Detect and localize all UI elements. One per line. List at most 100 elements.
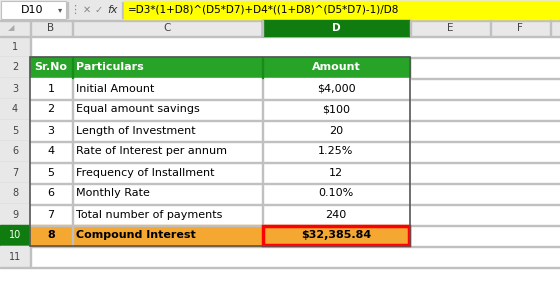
Bar — [0, 204, 30, 225]
Bar — [490, 20, 491, 36]
Bar — [550, 20, 551, 36]
Text: 1: 1 — [48, 83, 54, 94]
Text: Rate of Interest per annum: Rate of Interest per annum — [76, 147, 227, 157]
Bar — [410, 20, 411, 36]
Text: 1.25%: 1.25% — [318, 147, 354, 157]
Bar — [262, 204, 263, 225]
Text: 0.10%: 0.10% — [319, 189, 353, 199]
Bar — [262, 141, 263, 162]
Bar — [30, 246, 560, 267]
Bar — [30, 225, 560, 246]
Text: 6: 6 — [48, 189, 54, 199]
Text: $100: $100 — [322, 104, 350, 115]
Bar — [30, 36, 31, 267]
Text: 10: 10 — [9, 231, 21, 240]
Text: 20: 20 — [329, 126, 343, 136]
Text: 5: 5 — [12, 126, 18, 136]
Bar — [72, 78, 73, 99]
Bar — [0, 20, 560, 36]
Bar — [72, 162, 73, 183]
Bar — [262, 57, 263, 78]
Bar — [262, 20, 263, 36]
Text: ✓: ✓ — [95, 5, 103, 15]
Bar — [0, 78, 30, 99]
Text: D: D — [332, 23, 340, 33]
Text: Frequency of Installment: Frequency of Installment — [76, 168, 214, 178]
Bar — [0, 162, 30, 183]
Bar — [0, 183, 30, 204]
Text: Total number of payments: Total number of payments — [76, 210, 222, 220]
Bar — [30, 225, 410, 226]
Bar — [72, 141, 73, 162]
Text: 4: 4 — [48, 147, 54, 157]
Text: 4: 4 — [12, 104, 18, 115]
Text: 8: 8 — [12, 189, 18, 199]
Bar — [0, 20, 560, 21]
Bar — [30, 225, 410, 246]
Bar — [30, 99, 410, 120]
Bar — [262, 99, 263, 120]
Text: ◢: ◢ — [8, 23, 14, 33]
Bar — [30, 183, 560, 204]
Text: 3: 3 — [48, 126, 54, 136]
Bar — [30, 120, 560, 141]
Bar — [72, 99, 73, 120]
Text: B: B — [48, 23, 54, 33]
Text: 6: 6 — [12, 147, 18, 157]
Text: $4,000: $4,000 — [317, 83, 355, 94]
Bar — [30, 99, 410, 100]
Bar — [30, 20, 31, 36]
Bar — [30, 183, 410, 204]
Bar — [0, 141, 30, 162]
Text: $32,385.84: $32,385.84 — [301, 231, 371, 240]
Bar — [0, 36, 30, 57]
Bar — [30, 183, 410, 184]
Text: 8: 8 — [47, 231, 55, 240]
Bar — [72, 183, 73, 204]
Bar — [124, 1, 559, 19]
Text: 3: 3 — [12, 83, 18, 94]
Bar — [72, 120, 73, 141]
Bar — [30, 204, 410, 205]
Bar — [30, 120, 410, 121]
Bar — [262, 78, 263, 99]
Bar — [262, 183, 263, 204]
Bar — [0, 36, 560, 37]
Bar — [262, 120, 263, 141]
Bar — [30, 99, 560, 120]
Bar — [0, 225, 30, 246]
Bar — [30, 141, 410, 162]
Bar — [30, 141, 410, 142]
Text: Compound Interest: Compound Interest — [76, 231, 196, 240]
Text: D10: D10 — [21, 5, 44, 15]
Bar — [0, 183, 560, 184]
Bar — [30, 57, 410, 78]
Bar — [262, 162, 263, 183]
Bar — [67, 2, 68, 18]
Text: Equal amount savings: Equal amount savings — [76, 104, 200, 115]
Bar — [122, 2, 123, 18]
Bar — [0, 246, 560, 247]
Text: F: F — [517, 23, 523, 33]
Text: Monthly Rate: Monthly Rate — [76, 189, 150, 199]
Text: 11: 11 — [9, 252, 21, 261]
Text: 2: 2 — [48, 104, 54, 115]
Text: Amount: Amount — [311, 62, 361, 73]
Bar — [0, 225, 560, 226]
Bar — [0, 162, 560, 163]
Bar — [0, 57, 30, 78]
Bar — [0, 99, 30, 120]
Text: Initial Amount: Initial Amount — [76, 83, 155, 94]
Text: fx: fx — [108, 5, 118, 15]
Text: ✕: ✕ — [83, 5, 91, 15]
Bar — [30, 162, 410, 163]
Bar — [1, 1, 66, 19]
Bar — [262, 225, 263, 246]
Bar — [72, 20, 73, 36]
Text: 7: 7 — [12, 168, 18, 178]
Bar — [30, 36, 560, 57]
Bar — [262, 20, 410, 36]
Bar — [30, 162, 410, 183]
Text: ▾: ▾ — [58, 6, 62, 15]
Bar — [30, 141, 560, 162]
